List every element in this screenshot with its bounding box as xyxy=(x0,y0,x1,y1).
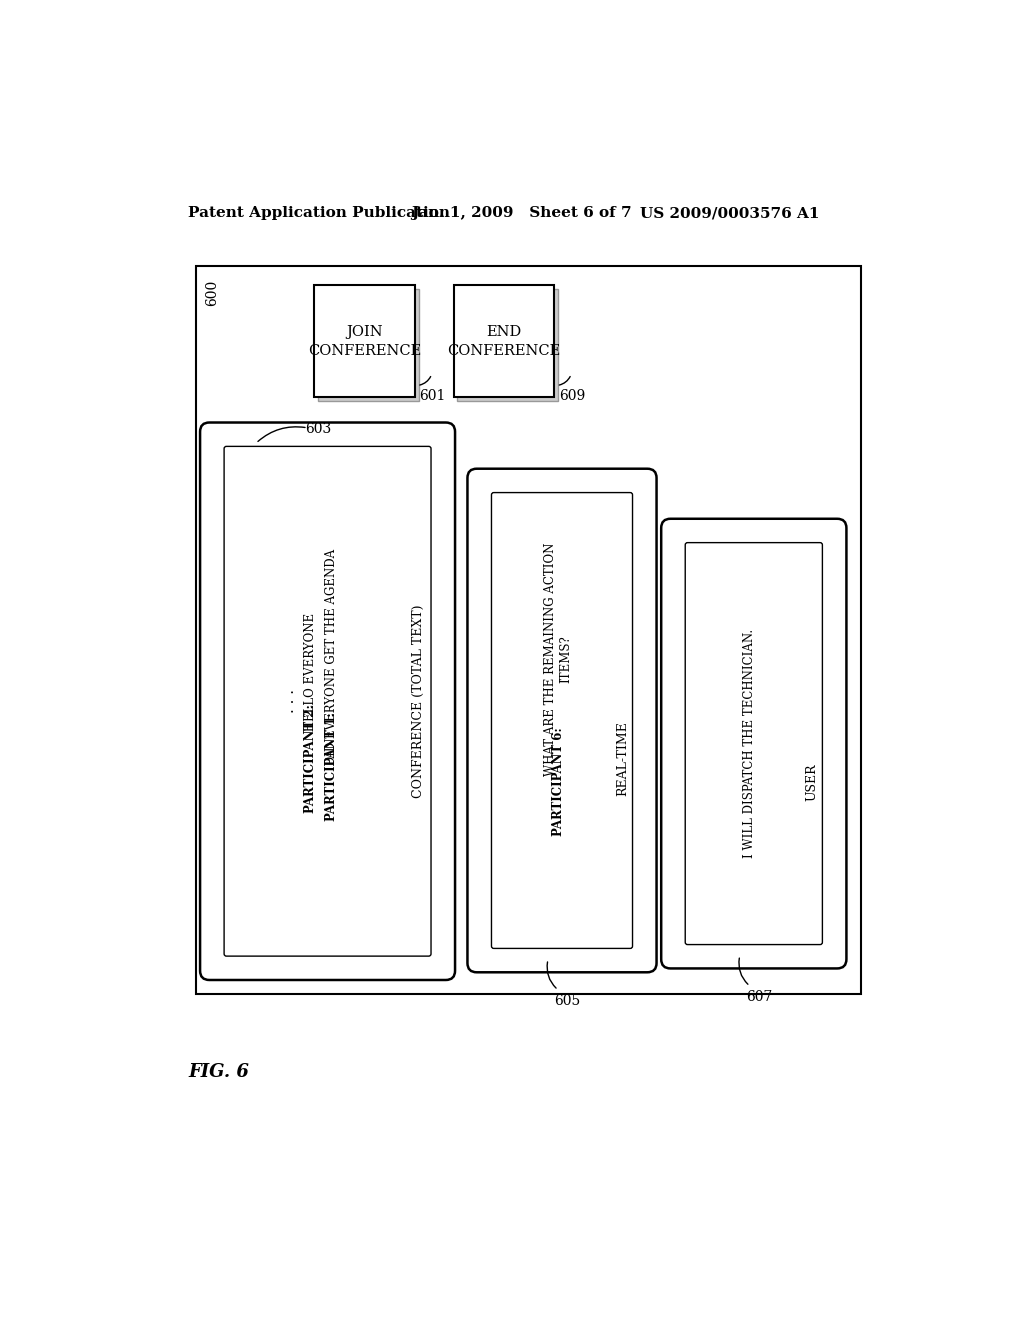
Text: PARTICIPANT 6:: PARTICIPANT 6: xyxy=(552,727,564,837)
Text: 601: 601 xyxy=(420,389,445,404)
Text: I WILL DISPATCH THE TECHNICIAN.: I WILL DISPATCH THE TECHNICIAN. xyxy=(743,630,757,858)
Text: FIG. 6: FIG. 6 xyxy=(188,1063,249,1081)
Text: 607: 607 xyxy=(746,990,772,1005)
Text: REAL-TIME: REAL-TIME xyxy=(616,722,629,796)
Text: USER: USER xyxy=(806,763,819,801)
Text: 609: 609 xyxy=(559,389,585,404)
Text: 603: 603 xyxy=(305,422,331,436)
Text: . . .: . . . xyxy=(284,689,297,713)
Text: PARTICIPANT 1:: PARTICIPANT 1: xyxy=(325,713,338,821)
Text: CONFERENCE (TOTAL TEXT): CONFERENCE (TOTAL TEXT) xyxy=(412,605,425,799)
Text: WHAT ARE THE REMAINING ACTION
ITEMS?: WHAT ARE THE REMAINING ACTION ITEMS? xyxy=(544,543,572,776)
Text: US 2009/0003576 A1: US 2009/0003576 A1 xyxy=(640,206,819,220)
Bar xyxy=(454,285,554,397)
Text: HELLO EVERYONE: HELLO EVERYONE xyxy=(304,614,317,735)
Bar xyxy=(197,267,861,994)
Bar xyxy=(314,285,415,397)
FancyBboxPatch shape xyxy=(467,469,656,973)
Bar xyxy=(458,289,558,401)
Text: 605: 605 xyxy=(554,994,581,1008)
Text: DID EVERYONE GET THE AGENDA: DID EVERYONE GET THE AGENDA xyxy=(325,549,338,770)
Text: END
CONFERENCE: END CONFERENCE xyxy=(447,325,560,358)
Text: Patent Application Publication: Patent Application Publication xyxy=(188,206,451,220)
Bar xyxy=(317,289,419,401)
Text: 600: 600 xyxy=(206,280,219,306)
Text: PARTICIPANT 2:: PARTICIPANT 2: xyxy=(304,705,317,813)
Text: JOIN
CONFERENCE: JOIN CONFERENCE xyxy=(308,325,421,358)
FancyBboxPatch shape xyxy=(662,519,847,969)
Text: Jan. 1, 2009   Sheet 6 of 7: Jan. 1, 2009 Sheet 6 of 7 xyxy=(411,206,632,220)
FancyBboxPatch shape xyxy=(200,422,455,979)
